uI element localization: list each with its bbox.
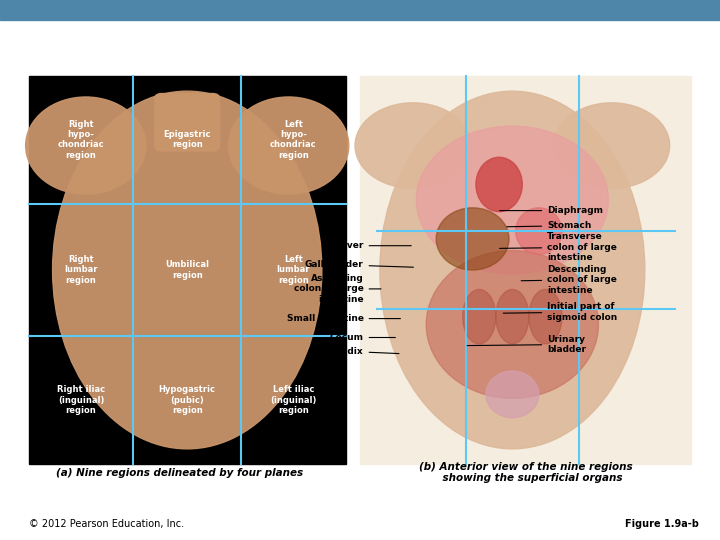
Ellipse shape bbox=[26, 97, 146, 194]
Bar bbox=[0, 0, 720, 20]
Ellipse shape bbox=[516, 208, 562, 254]
Text: Cecum: Cecum bbox=[330, 333, 395, 342]
Text: Transverse
colon of large
intestine: Transverse colon of large intestine bbox=[500, 232, 617, 262]
Text: Appendix: Appendix bbox=[316, 347, 399, 355]
Ellipse shape bbox=[476, 157, 522, 212]
Text: Left
lumbar
region: Left lumbar region bbox=[276, 255, 310, 285]
Text: Right iliac
(inguinal)
region: Right iliac (inguinal) region bbox=[57, 386, 105, 415]
Text: Ascending
colon of large
intestine: Ascending colon of large intestine bbox=[294, 274, 381, 304]
Bar bbox=[360, 76, 691, 464]
Ellipse shape bbox=[355, 103, 471, 188]
Ellipse shape bbox=[426, 251, 598, 399]
Text: Left iliac
(inguinal)
region: Left iliac (inguinal) region bbox=[270, 386, 317, 415]
Text: Right
lumbar
region: Right lumbar region bbox=[64, 255, 98, 285]
FancyBboxPatch shape bbox=[155, 93, 220, 151]
Bar bbox=[29, 76, 346, 464]
Text: Figure 1.9a-b: Figure 1.9a-b bbox=[624, 519, 698, 529]
Text: (a) Nine regions delineated by four planes: (a) Nine regions delineated by four plan… bbox=[56, 468, 304, 477]
Text: Diaphragm: Diaphragm bbox=[500, 206, 603, 215]
Ellipse shape bbox=[486, 371, 539, 418]
Ellipse shape bbox=[529, 289, 562, 344]
Text: Hypogastric
(pubic)
region: Hypogastric (pubic) region bbox=[158, 386, 216, 415]
Text: Small intestine: Small intestine bbox=[287, 314, 400, 323]
Text: Descending
colon of large
intestine: Descending colon of large intestine bbox=[521, 265, 617, 295]
Text: Gallbladder: Gallbladder bbox=[305, 260, 413, 269]
Text: (b) Anterior view of the nine regions
    showing the superficial organs: (b) Anterior view of the nine regions sh… bbox=[419, 462, 632, 483]
Ellipse shape bbox=[416, 126, 608, 274]
Ellipse shape bbox=[380, 91, 645, 449]
Text: Epigastric
region: Epigastric region bbox=[163, 130, 211, 150]
Ellipse shape bbox=[436, 208, 509, 270]
Ellipse shape bbox=[496, 289, 529, 344]
Text: Umbilical
region: Umbilical region bbox=[165, 260, 210, 280]
Text: Left
hypo-
chondriac
region: Left hypo- chondriac region bbox=[270, 120, 317, 160]
Text: Right
hypo-
chondriac
region: Right hypo- chondriac region bbox=[58, 120, 104, 160]
Ellipse shape bbox=[554, 103, 670, 188]
Text: Initial part of
sigmoid colon: Initial part of sigmoid colon bbox=[503, 302, 618, 322]
Text: Liver: Liver bbox=[338, 241, 411, 250]
Ellipse shape bbox=[53, 91, 322, 449]
Ellipse shape bbox=[463, 289, 496, 344]
Text: © 2012 Pearson Education, Inc.: © 2012 Pearson Education, Inc. bbox=[29, 519, 184, 529]
Text: Stomach: Stomach bbox=[507, 221, 592, 230]
Text: Urinary
bladder: Urinary bladder bbox=[467, 335, 586, 354]
Ellipse shape bbox=[228, 97, 348, 194]
